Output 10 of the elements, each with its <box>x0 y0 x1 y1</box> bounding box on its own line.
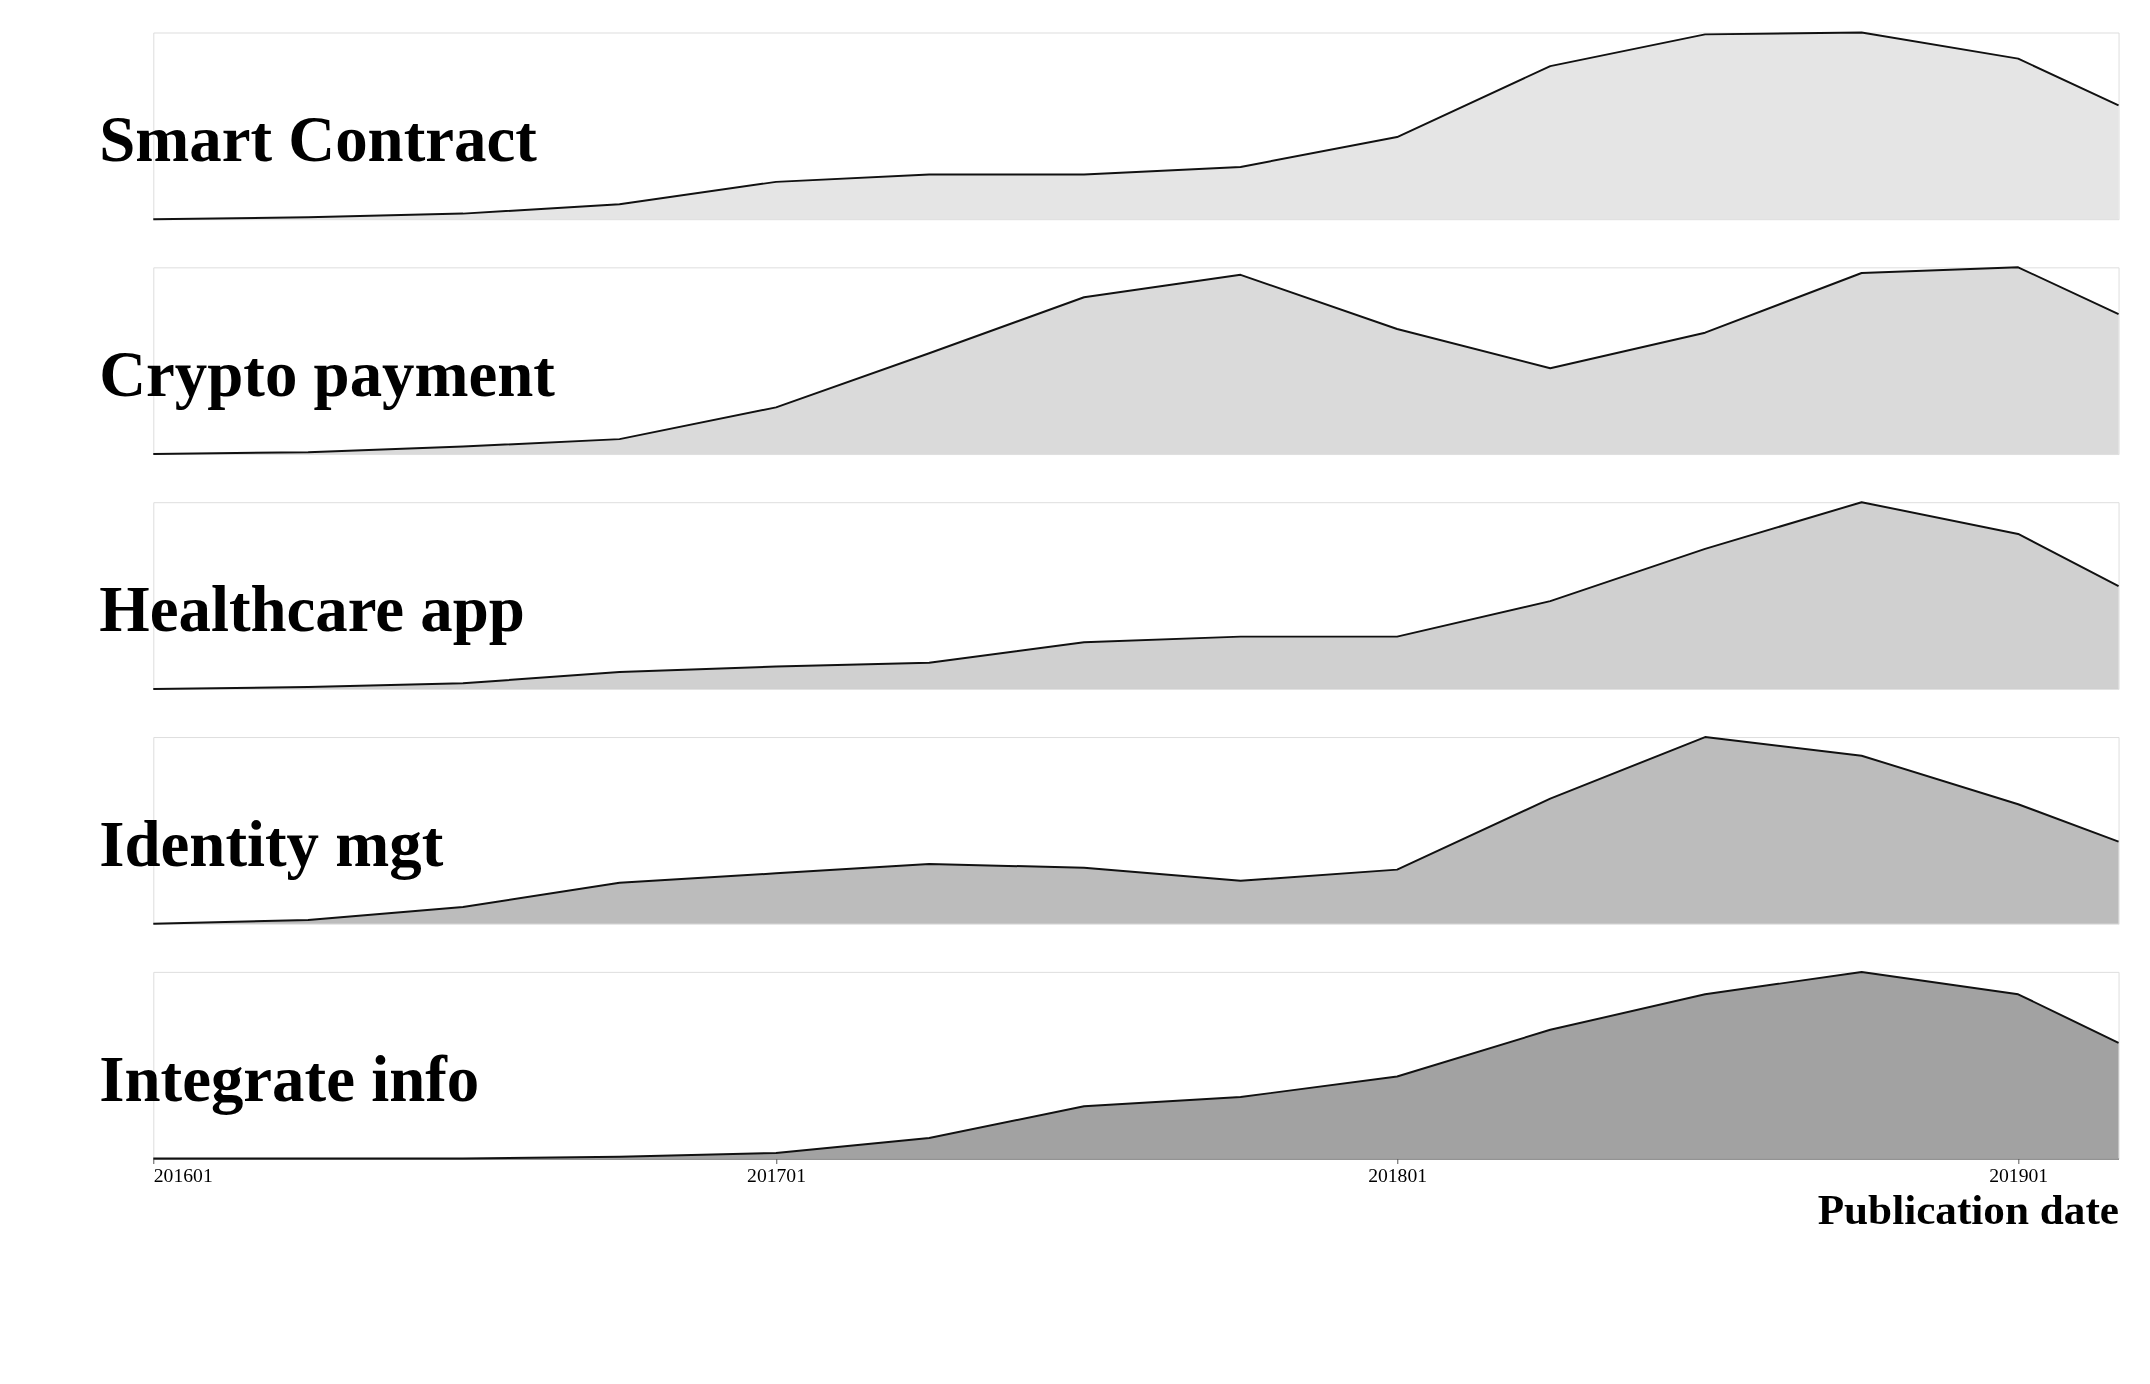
x-tick-label: 201601 <box>153 1163 213 1186</box>
x-tick-label: 201901 <box>1989 1163 2049 1186</box>
x-axis-title: Publication date <box>1817 1184 2120 1233</box>
text: Smart Contract <box>99 103 538 176</box>
text: Identity mgt <box>99 807 444 880</box>
text: Integrate info <box>99 1042 480 1115</box>
x-tick-label: 201701 <box>747 1163 806 1186</box>
text: Healthcare app <box>99 572 525 645</box>
x-tick-label: 201801 <box>1368 1163 1428 1186</box>
text: Crypto payment <box>99 338 556 411</box>
